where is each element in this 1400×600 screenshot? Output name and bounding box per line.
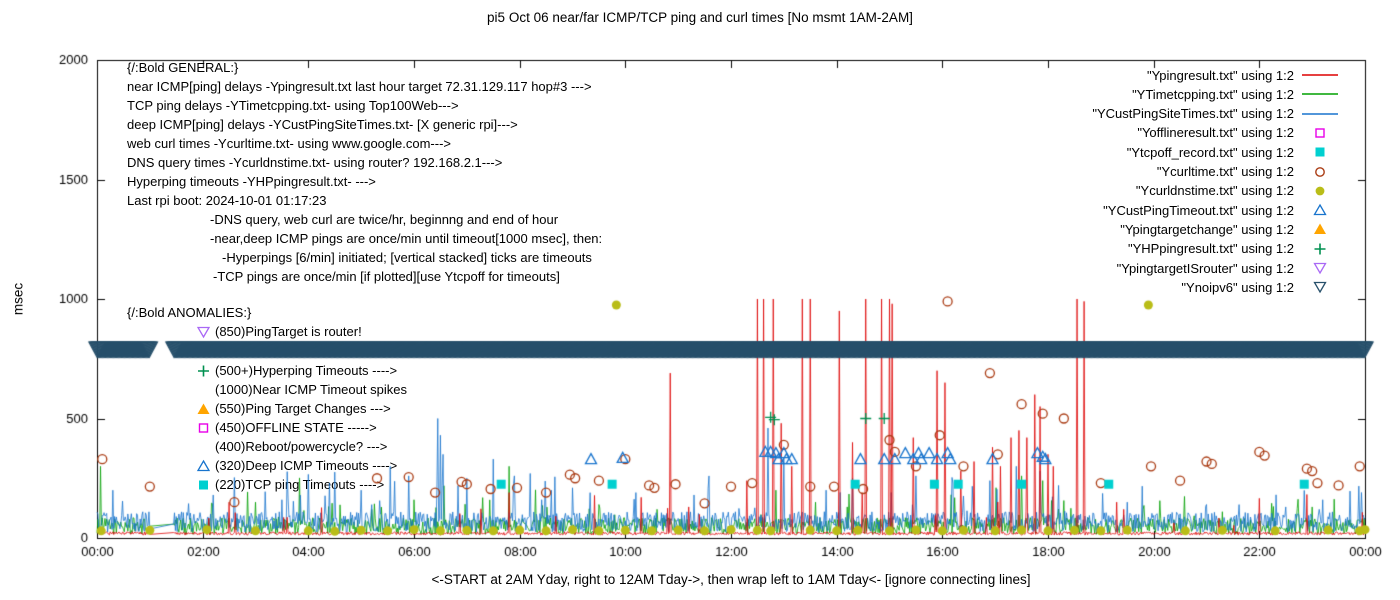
plus-icon bbox=[1300, 242, 1340, 256]
legend-label: "YTimetcpping.txt" using 1:2 bbox=[1132, 86, 1294, 102]
triangle-down-open-icon bbox=[1300, 261, 1340, 275]
triangle-up-filled-icon bbox=[1300, 222, 1340, 236]
legend-label: "Ypingresult.txt" using 1:2 bbox=[1146, 67, 1294, 83]
legend-entry: "Ycurltime.txt" using 1:2 bbox=[1157, 163, 1340, 181]
legend-label: "Ypingtargetchange" using 1:2 bbox=[1120, 221, 1294, 237]
legend-entry: "YCustPingSiteTimes.txt" using 1:2 bbox=[1092, 105, 1340, 123]
square-filled-icon bbox=[1300, 145, 1340, 159]
circle-open-icon bbox=[1300, 165, 1340, 179]
legend-label: "Ycurltime.txt" using 1:2 bbox=[1156, 164, 1294, 179]
line-icon bbox=[1300, 107, 1340, 121]
line-icon bbox=[1300, 68, 1340, 82]
legend-label: "YHPpingresult.txt" using 1:2 bbox=[1127, 241, 1294, 257]
legend-entry: "YpingtargetISrouter" using 1:2 bbox=[1117, 259, 1340, 277]
line-icon bbox=[1300, 87, 1340, 101]
legend-entry: "Ycurldnstime.txt" using 1:2 bbox=[1136, 182, 1340, 200]
legend-label: "YCustPingSiteTimes.txt" using 1:2 bbox=[1092, 106, 1294, 122]
triangle-up-open-icon bbox=[1300, 203, 1340, 217]
legend-label: "Ycurldnstime.txt" using 1:2 bbox=[1135, 183, 1294, 199]
legend-label: "YpingtargetISrouter" using 1:2 bbox=[1116, 260, 1294, 276]
legend-label: "Ynoipv6" using 1:2 bbox=[1181, 279, 1294, 295]
square-open-icon bbox=[1300, 126, 1340, 140]
legend-entry: "Ynoipv6" using 1:2 bbox=[1181, 278, 1340, 296]
y-axis-label: msec bbox=[10, 282, 26, 316]
triangle-down-open-icon bbox=[1300, 280, 1340, 294]
legend-entry: "YTimetcpping.txt" using 1:2 bbox=[1132, 85, 1340, 103]
legend-label: "Yofflineresult.txt" using 1:2 bbox=[1137, 125, 1294, 141]
legend-label: "YCustPingTimeout.txt" using 1:2 bbox=[1103, 202, 1294, 218]
legend-label: "Ytcpoff_record.txt" using 1:2 bbox=[1126, 144, 1294, 160]
chart-title: pi5 Oct 06 near/far ICMP/TCP ping and cu… bbox=[487, 10, 913, 25]
legend-entry: "Ypingresult.txt" using 1:2 bbox=[1147, 66, 1340, 84]
x-axis-label: <-START at 2AM Yday, right to 12AM Tday-… bbox=[431, 572, 1031, 587]
legend: "Ypingresult.txt" using 1:2 "YTimetcpping… bbox=[980, 0, 1340, 310]
legend-entry: "Yofflineresult.txt" using 1:2 bbox=[1137, 124, 1340, 142]
legend-entry: "Ytcpoff_record.txt" using 1:2 bbox=[1127, 143, 1340, 161]
legend-entry: "Ypingtargetchange" using 1:2 bbox=[1120, 220, 1340, 238]
legend-entry: "YCustPingTimeout.txt" using 1:2 bbox=[1103, 201, 1340, 219]
circle-filled-icon bbox=[1300, 184, 1340, 198]
legend-entry: "YHPpingresult.txt" using 1:2 bbox=[1128, 240, 1340, 258]
